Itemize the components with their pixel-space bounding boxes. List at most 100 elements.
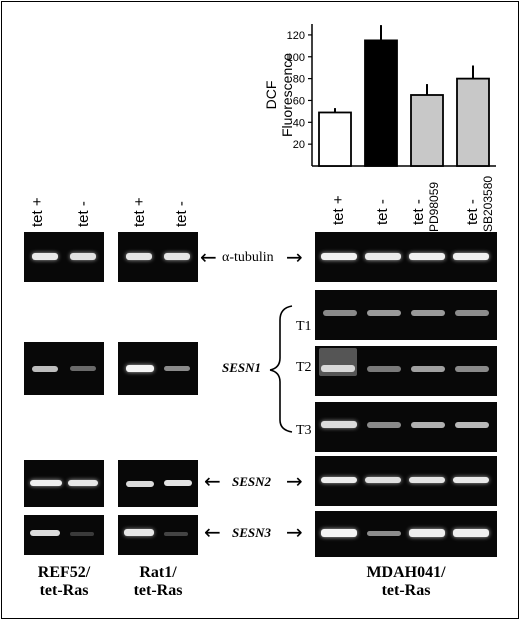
band: [365, 253, 401, 260]
bar: [364, 39, 398, 167]
band: [455, 310, 489, 316]
y-axis-label-line: DCF: [263, 81, 279, 110]
gel-ref52-sesn1: [24, 342, 104, 395]
y-tick-label: 80: [293, 74, 305, 86]
cell-line-ref52-line2: tet-Ras: [39, 582, 89, 599]
cell-line-rat1-line2: tet-Ras: [133, 582, 183, 599]
gel-mdah-tubulin: [315, 232, 497, 282]
band: [367, 310, 401, 316]
gel-ref52-tubulin: [24, 232, 104, 282]
cell-line-mdah041: MDAH041/ tet-Ras: [346, 564, 466, 600]
band: [321, 477, 357, 483]
cell-line-mdah-line2: tet-Ras: [381, 582, 431, 599]
lane-label-mdah-3: tet -: [410, 199, 427, 225]
y-tick-label: 20: [293, 139, 305, 151]
band: [321, 529, 357, 537]
band: [321, 421, 357, 428]
cell-line-ref52-line1: REF52/: [37, 564, 91, 581]
band: [68, 480, 98, 486]
lane-label-rat1-1: tet +: [131, 197, 148, 227]
band: [126, 253, 152, 260]
label-t1: T1: [296, 319, 312, 334]
band: [453, 529, 489, 537]
band: [409, 477, 445, 483]
band: [411, 310, 445, 316]
gel-rat1-sesn1: [118, 342, 198, 395]
band: [30, 530, 60, 536]
gel-mdah-sesn3: [315, 511, 497, 557]
lane-label-ref52-1: tet +: [29, 197, 46, 227]
band: [164, 480, 192, 486]
band: [70, 532, 94, 536]
label-sesn2: SESN2: [232, 474, 272, 489]
label-tubulin: α-tubulin: [222, 250, 274, 265]
gel-rat1-sesn2: [118, 460, 198, 507]
gel-ref52-sesn3: [24, 515, 104, 555]
y-tick-label: 60: [293, 95, 305, 107]
y-tick-label: 120: [287, 30, 305, 42]
band: [70, 366, 96, 371]
band: [124, 529, 154, 536]
band: [32, 366, 58, 372]
y-axis-label: DCF Fluorescence: [263, 53, 295, 137]
arrow-left-icon: ←: [204, 469, 221, 493]
sesn1-bracket-icon: [269, 305, 293, 433]
arrow-left-icon: ←: [200, 245, 217, 269]
gel-rat1-sesn3: [118, 515, 198, 555]
label-sesn1: SESN1: [222, 360, 262, 375]
y-tick-label: 100: [287, 52, 305, 64]
arrow-right-icon: →: [286, 469, 303, 493]
lane-label-ref52-2: tet -: [75, 201, 92, 227]
arrow-left-icon: ←: [204, 520, 221, 544]
lane-label-mdah-4: tet -: [464, 199, 481, 225]
band: [164, 366, 190, 371]
cell-line-rat1-line1: Rat1/: [139, 564, 177, 581]
lane-label-mdah-2: tet -: [374, 199, 391, 225]
lane-label-rat1-2: tet -: [173, 201, 190, 227]
lane-label-mdah-1: tet +: [330, 195, 347, 225]
band: [455, 422, 489, 428]
cell-line-rat1: Rat1/ tet-Ras: [116, 564, 200, 600]
band: [453, 253, 489, 260]
band: [321, 253, 357, 260]
arrow-right-icon: →: [286, 520, 303, 544]
label-t2: T2: [296, 360, 312, 375]
dcf-bar-chart: 20 40 60 80 100 120 DCF Fluorescence: [263, 24, 496, 167]
band: [164, 532, 188, 536]
band: [164, 253, 190, 260]
gel-mdah-sesn1-t3: [315, 402, 497, 452]
gel-mdah-sesn2: [315, 456, 497, 506]
bar: [456, 77, 490, 167]
band: [323, 310, 357, 316]
band: [453, 477, 489, 483]
band: [409, 253, 445, 260]
lane-sublabel-pd98059: PD98059: [427, 181, 441, 232]
cell-line-ref52: REF52/ tet-Ras: [22, 564, 106, 600]
cell-line-mdah-line1: MDAH041/: [366, 564, 446, 581]
band: [411, 366, 445, 372]
label-sesn3: SESN3: [232, 525, 272, 540]
band: [367, 366, 401, 372]
gel-mdah-sesn1-t2: [315, 346, 497, 396]
y-axis-label-line: Fluorescence: [279, 53, 295, 137]
band: [409, 529, 445, 537]
gel-rat1-tubulin: [118, 232, 198, 282]
label-t3: T3: [296, 423, 312, 438]
gel-mdah-sesn1-t1: [315, 290, 497, 340]
band: [126, 481, 154, 487]
bar: [410, 94, 444, 167]
band: [30, 480, 62, 486]
band: [126, 365, 154, 372]
band: [411, 422, 445, 428]
band: [32, 253, 58, 260]
bar: [318, 111, 352, 167]
lane-sublabel-sb203580: SB203580: [481, 175, 495, 232]
band: [70, 253, 96, 260]
band: [367, 531, 401, 536]
gel-ref52-sesn2: [24, 460, 104, 507]
band: [321, 365, 355, 372]
arrow-right-icon: →: [286, 245, 303, 269]
band: [367, 422, 401, 428]
